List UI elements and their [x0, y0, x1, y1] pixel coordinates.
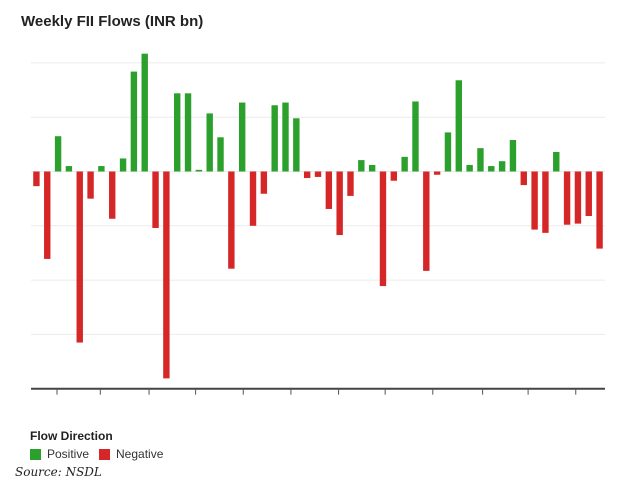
bar-negative — [596, 171, 603, 249]
bar-positive — [498, 161, 506, 172]
legend-title: Flow Direction — [30, 429, 113, 443]
bar-positive — [412, 101, 419, 172]
bar-negative — [520, 171, 527, 186]
bar-positive — [293, 118, 300, 172]
bar-negative — [87, 171, 94, 199]
chart-title: Weekly FII Flows (INR bn) — [21, 13, 204, 30]
bar-negative — [563, 171, 571, 225]
bar-negative — [163, 171, 170, 379]
legend-label-negative: Negative — [116, 447, 164, 461]
bar-negative — [44, 171, 51, 259]
bar-negative — [33, 171, 40, 187]
bar-negative — [152, 171, 159, 228]
bar-positive — [282, 102, 289, 172]
bar-positive — [184, 93, 192, 172]
bar-negative — [336, 171, 343, 236]
bar-negative — [314, 171, 322, 177]
bar-positive — [119, 158, 127, 172]
bar-negative — [303, 171, 311, 179]
bar-negative — [423, 171, 430, 271]
bar-positive — [195, 169, 203, 172]
bar-negative — [325, 171, 333, 209]
bar-negative — [347, 171, 354, 196]
bar-positive — [488, 166, 495, 172]
legend-item-negative: Negative — [99, 447, 163, 461]
bar-negative — [76, 171, 83, 343]
bar-positive — [65, 166, 73, 172]
bar-negative — [249, 171, 257, 226]
bar-negative — [574, 171, 582, 224]
bar-negative — [379, 171, 387, 287]
bar-negative — [390, 171, 398, 181]
bar-positive — [141, 53, 148, 172]
bar-positive — [238, 102, 246, 172]
bar-positive — [553, 151, 560, 172]
bar-negative — [585, 171, 592, 217]
bar-positive — [368, 164, 376, 172]
legend-swatch-negative — [99, 448, 110, 460]
bar-negative — [260, 171, 268, 194]
bar-negative — [433, 171, 441, 175]
bar-positive — [130, 71, 138, 172]
bar-positive — [217, 137, 224, 172]
bar-negative — [109, 171, 116, 219]
bar-positive — [477, 148, 484, 172]
bar-positive — [509, 140, 517, 172]
bar-negative — [542, 171, 549, 233]
legend-swatch-positive — [30, 448, 41, 460]
bar-positive — [358, 160, 365, 172]
bar-positive — [455, 80, 462, 172]
bar-negative — [228, 171, 235, 269]
bar-positive — [271, 105, 278, 172]
bar-positive — [466, 164, 473, 172]
bar-positive — [401, 156, 408, 172]
bar-positive — [174, 93, 181, 172]
bar-positive — [98, 166, 105, 172]
bar-positive — [444, 132, 452, 172]
bar-positive — [206, 113, 213, 172]
legend-item-positive: Positive — [30, 447, 89, 461]
legend-label-positive: Positive — [47, 447, 90, 461]
bar-negative — [531, 171, 538, 230]
bar-positive — [54, 136, 62, 172]
source-note: Source: NSDL — [15, 465, 102, 479]
